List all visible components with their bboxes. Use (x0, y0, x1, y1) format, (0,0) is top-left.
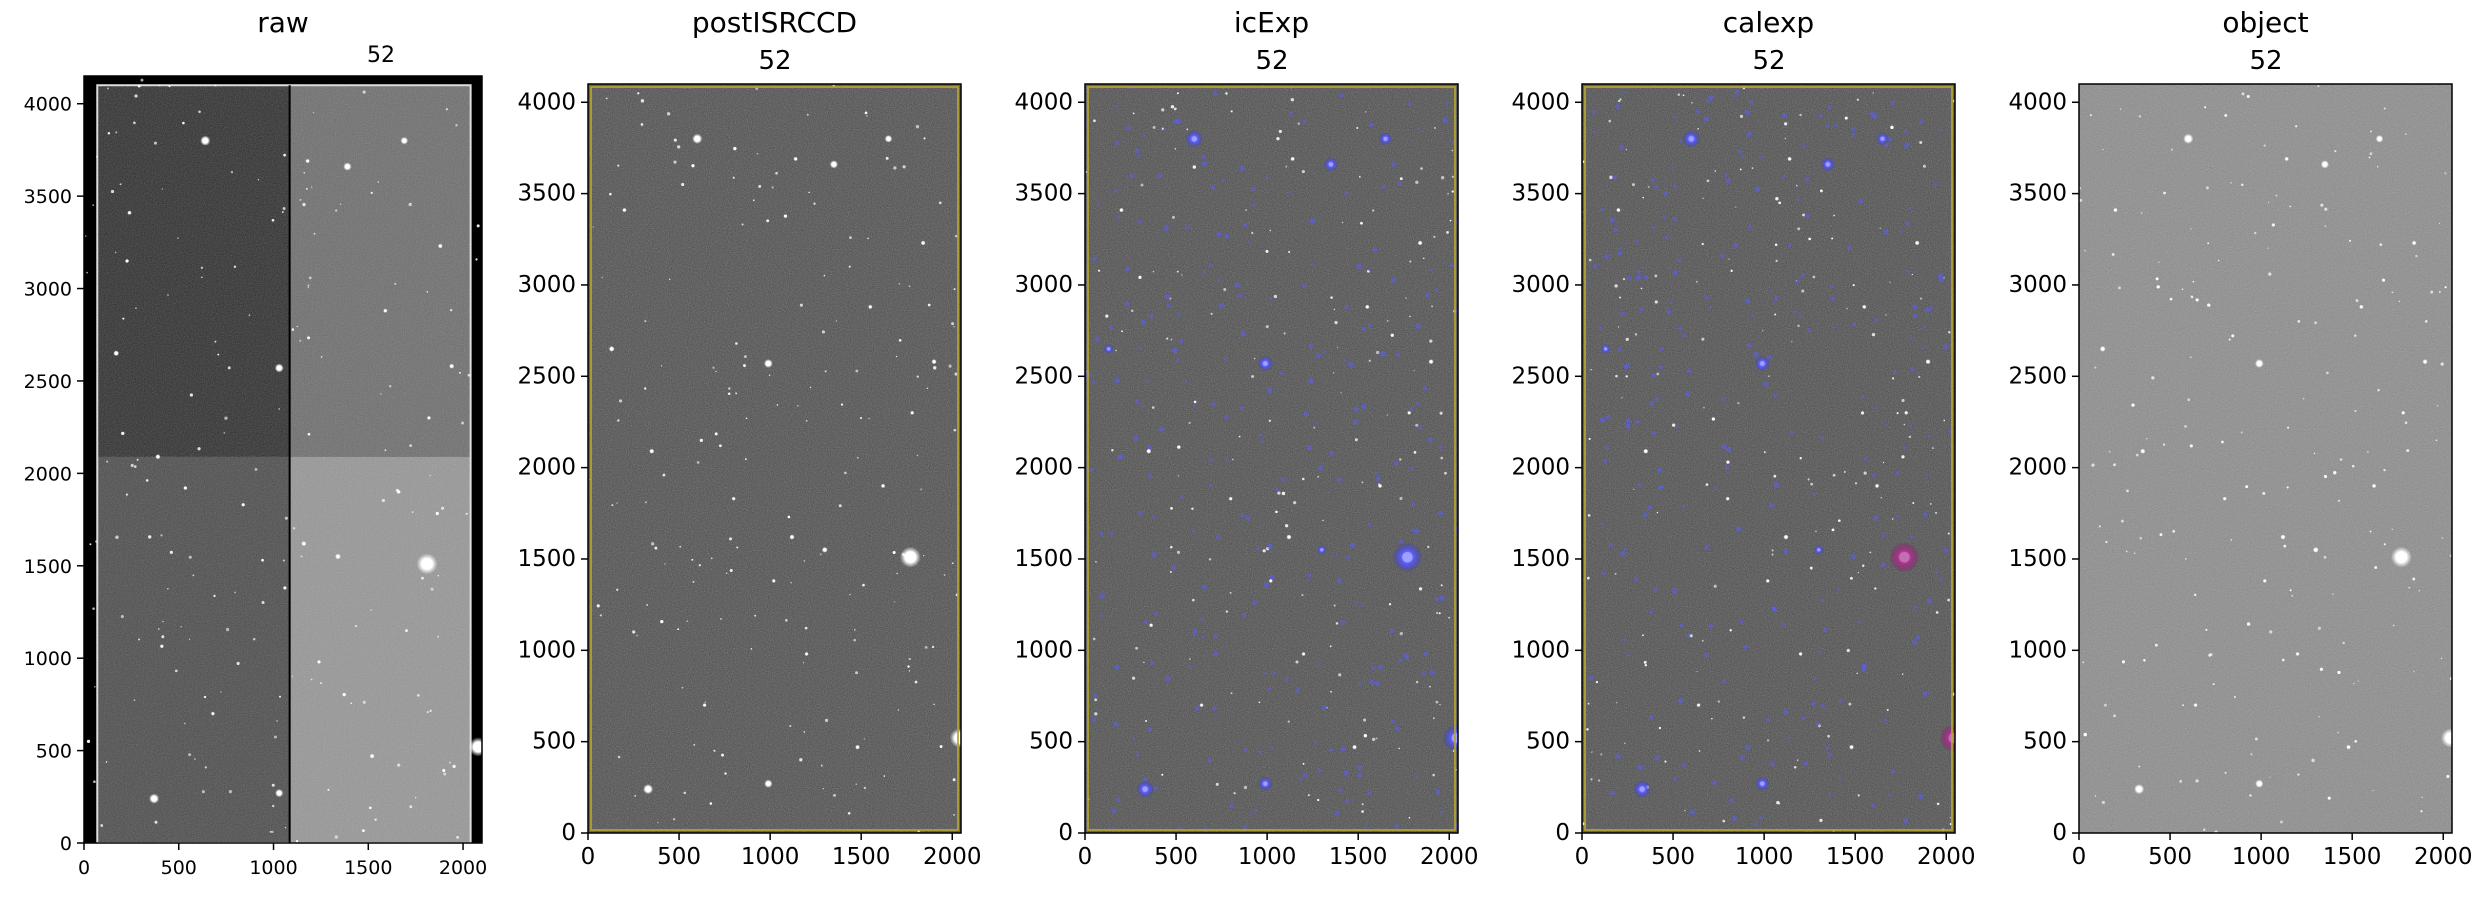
y-tick-label: 500 (2023, 729, 2067, 755)
x-tick-label: 1000 (741, 844, 800, 870)
y-tick-label: 3000 (1511, 272, 1570, 298)
y-tick-label: 2000 (24, 463, 72, 485)
y-tick-label: 3500 (1014, 181, 1073, 207)
y-tick-label: 1000 (517, 637, 576, 663)
x-tick-label: 500 (1154, 844, 1198, 870)
panel-raw: raw 52 0 500 1000 1500 2000 0 500 1000 1500 2000 250… (24, 6, 488, 879)
y-tick-label: 1000 (24, 648, 72, 670)
y-tick-label: 0 (561, 820, 576, 846)
panel-calexp: calexp 52 0 500 1000 1500 2000 0 500 1000 1500 2000… (1511, 6, 1975, 870)
y-tick-label: 2500 (24, 371, 72, 393)
panel-title: raw (257, 6, 309, 39)
y-tick-label: 0 (1555, 820, 1570, 846)
x-tick-label: 1500 (832, 844, 891, 870)
y-tick-label: 2500 (1511, 363, 1570, 389)
y-tick-label: 3500 (24, 186, 72, 208)
x-tick-label: 500 (1651, 844, 1695, 870)
y-tick-label: 4000 (1511, 89, 1570, 115)
y-tick-label: 3000 (1014, 272, 1073, 298)
x-tick-label: 2000 (2414, 844, 2473, 870)
y-tick-label: 2500 (517, 363, 576, 389)
x-tick-label: 0 (581, 844, 596, 870)
x-tick-label: 1500 (1826, 844, 1885, 870)
axes-frame (1581, 83, 1956, 834)
y-tick-label: 3500 (1511, 181, 1570, 207)
axes-frame (1084, 83, 1459, 834)
y-tick-label: 2500 (1014, 363, 1073, 389)
x-tick-label: 1000 (2232, 844, 2291, 870)
y-tick-label: 1500 (517, 546, 576, 572)
y-tick-label: 3000 (24, 279, 72, 301)
y-tick-label: 500 (36, 741, 72, 763)
y-tick-label: 4000 (2008, 89, 2067, 115)
x-tick-label: 0 (2072, 844, 2087, 870)
x-tick-label: 1500 (1329, 844, 1388, 870)
axes-frame (587, 83, 962, 834)
panel-title: postISRCCD (692, 6, 857, 39)
panel-object: object 52 0 500 1000 1500 2000 0 500 1000 1500 2000… (2008, 6, 2472, 870)
panel-postisrccd: postISRCCD 52 0 500 1000 1500 2000 0 500 1000 1500… (517, 6, 981, 870)
x-tick-label: 2000 (923, 844, 982, 870)
y-tick-label: 0 (60, 833, 72, 855)
y-tick-label: 1000 (1014, 637, 1073, 663)
image-area (2079, 84, 2452, 833)
panel-title: object (2222, 6, 2308, 39)
y-tick-label: 3000 (2008, 272, 2067, 298)
x-tick-label: 1000 (1238, 844, 1297, 870)
y-tick-label: 1500 (1014, 546, 1073, 572)
y-tick-label: 500 (1029, 729, 1073, 755)
y-tick-label: 2000 (1014, 455, 1073, 481)
x-tick-label: 0 (1078, 844, 1093, 870)
axes-frame (2078, 83, 2453, 834)
y-tick-label: 0 (2052, 820, 2067, 846)
panel-icexp: icExp 52 0 500 1000 1500 2000 0 500 1000 1500 2000 2… (1014, 6, 1478, 870)
panel-title: calexp (1723, 6, 1814, 39)
x-tick-label: 0 (1575, 844, 1590, 870)
y-tick-label: 1500 (1511, 546, 1570, 572)
image-area (84, 76, 482, 843)
y-tick-label: 500 (532, 729, 576, 755)
y-tick-label: 2500 (2008, 363, 2067, 389)
ccd-label: 52 (2249, 46, 2282, 76)
y-tick-label: 3500 (2008, 181, 2067, 207)
y-tick-label: 500 (1526, 729, 1570, 755)
ccd-label: 52 (1752, 46, 1785, 76)
y-tick-label: 2000 (517, 455, 576, 481)
image-area (588, 84, 961, 833)
y-tick-label: 4000 (517, 89, 576, 115)
y-tick-label: 2000 (2008, 455, 2067, 481)
x-tick-label: 2000 (1420, 844, 1479, 870)
y-tick-label: 1500 (2008, 546, 2067, 572)
x-tick-label: 2000 (439, 857, 487, 879)
x-tick-label: 0 (78, 857, 90, 879)
image-area (1085, 84, 1458, 833)
y-tick-label: 1000 (1511, 637, 1570, 663)
y-tick-label: 4000 (1014, 89, 1073, 115)
y-tick-label: 0 (1058, 820, 1073, 846)
axes-frame (83, 75, 483, 844)
ccd-label: 52 (1255, 46, 1288, 76)
x-tick-label: 1000 (249, 857, 297, 879)
y-tick-label: 4000 (24, 94, 72, 116)
y-tick-label: 3500 (517, 181, 576, 207)
x-tick-label: 1500 (2323, 844, 2382, 870)
y-tick-label: 2000 (1511, 455, 1570, 481)
x-tick-label: 500 (2148, 844, 2192, 870)
ccd-label: 52 (758, 46, 791, 76)
x-tick-label: 500 (657, 844, 701, 870)
image-area (1582, 84, 1955, 833)
ccd-label: 52 (367, 43, 395, 68)
y-tick-label: 1500 (24, 556, 72, 578)
x-tick-label: 500 (161, 857, 197, 879)
x-tick-label: 1500 (344, 857, 392, 879)
y-tick-label: 1000 (2008, 637, 2067, 663)
x-tick-label: 1000 (1735, 844, 1794, 870)
panel-title: icExp (1234, 6, 1309, 39)
x-tick-label: 2000 (1917, 844, 1976, 870)
y-tick-label: 3000 (517, 272, 576, 298)
